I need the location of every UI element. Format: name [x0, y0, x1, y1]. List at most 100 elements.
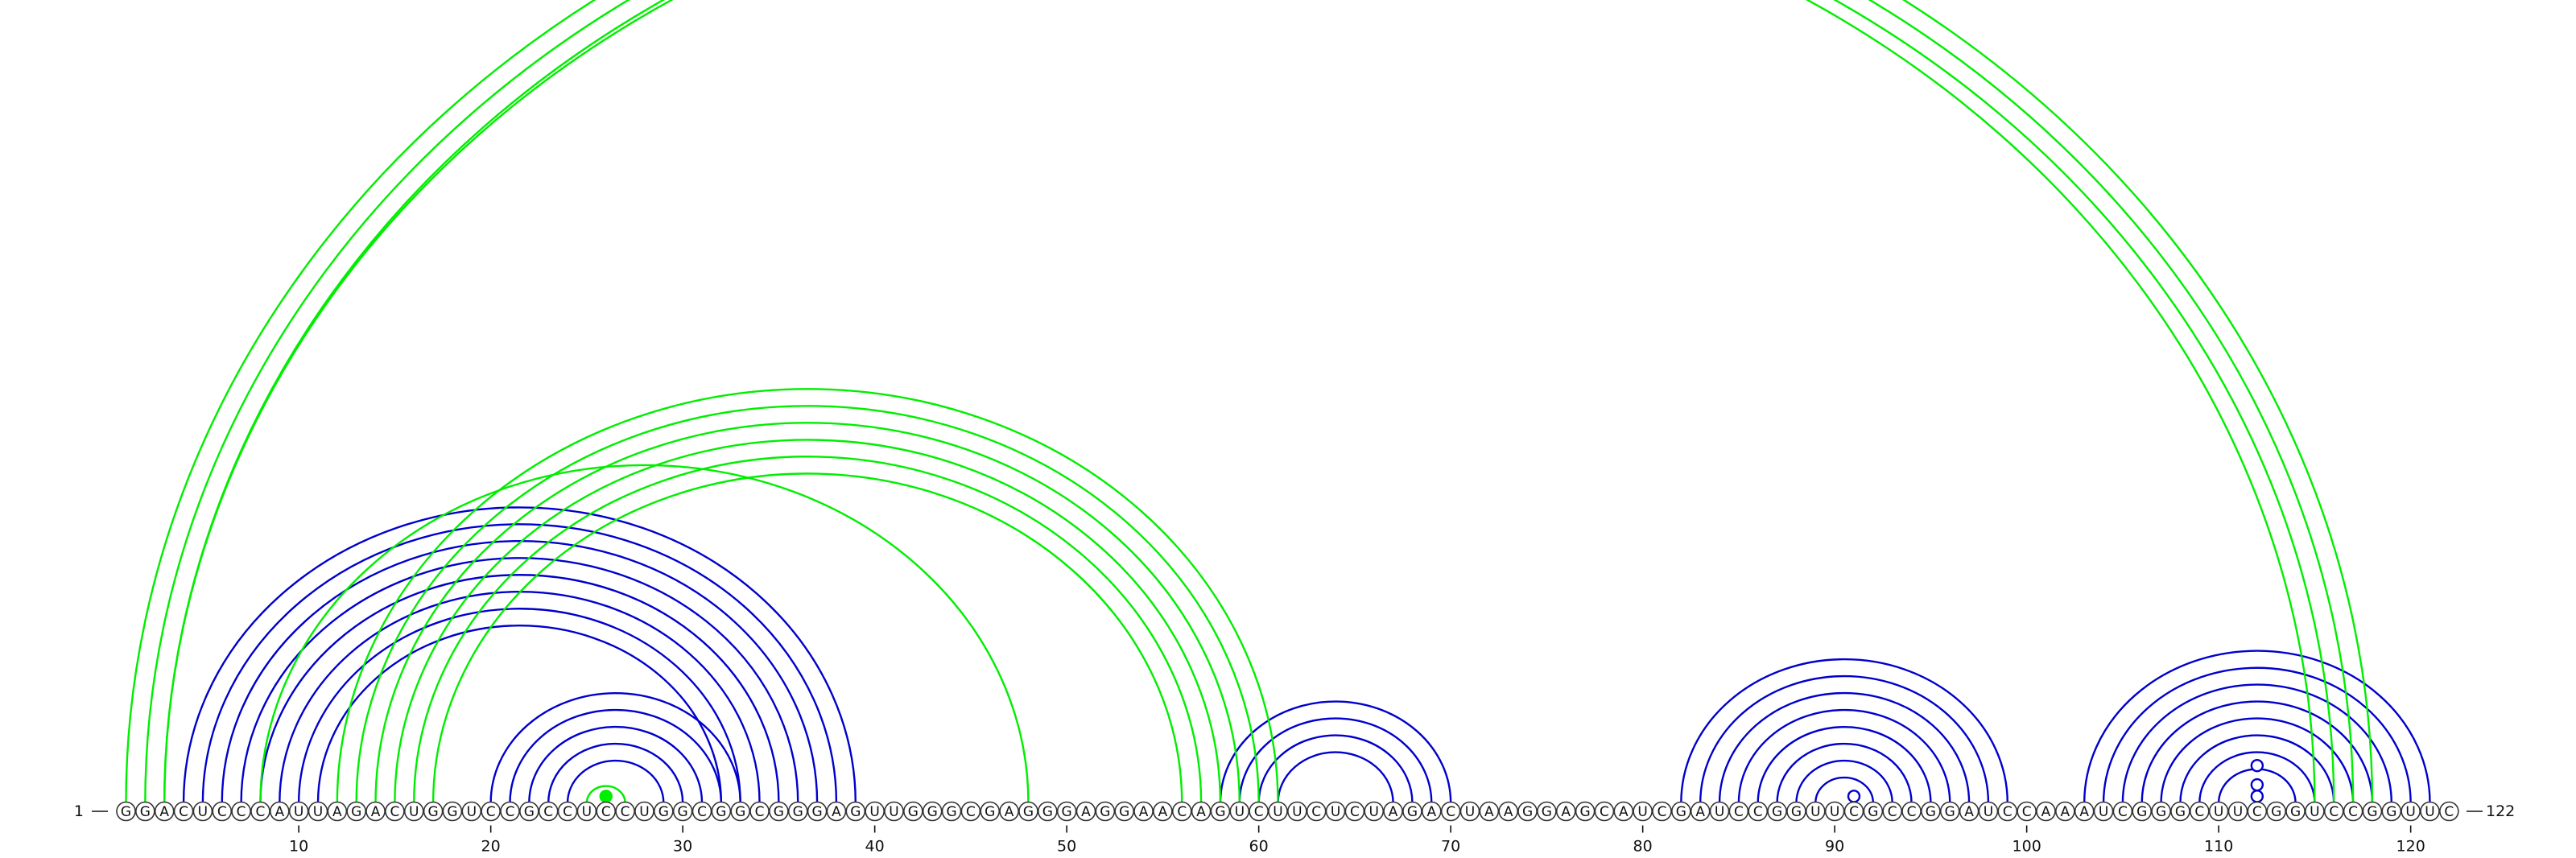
nucleotide-circle-83 [1690, 801, 1711, 822]
nucleotide-circle-15 [385, 801, 405, 822]
nucleotide-122: C [2444, 804, 2454, 820]
nucleotide-19: U [467, 804, 477, 820]
nucleotide-95: G [1926, 804, 1936, 820]
nucleotide-46: G [985, 804, 995, 820]
nucleotide-13: G [351, 804, 361, 820]
nucleotide-circle-72 [1479, 801, 1500, 822]
nucleotide-circle-14 [365, 801, 386, 822]
nucleotide-103: A [2079, 804, 2089, 820]
nucleotide-circle-79 [1613, 801, 1634, 822]
nucleotide-66: U [1369, 804, 1379, 820]
arc-green-13-60 [355, 405, 1260, 803]
loop-marker-26-0 [599, 790, 613, 803]
axis-tick-label-80: 80 [1633, 838, 1653, 856]
nucleotide-119: G [2386, 804, 2396, 820]
nucleotide-77: G [1580, 804, 1591, 820]
arc-blue-83-98 [1699, 674, 1990, 803]
nucleotide-circle-73 [1498, 801, 1518, 822]
nucleotide-circle-53 [1114, 801, 1134, 822]
nucleotide-circle-1 [116, 801, 136, 822]
nucleotide-circle-86 [1748, 801, 1769, 822]
nucleotide-7: C [237, 804, 246, 820]
nucleotide-51: A [1081, 804, 1091, 820]
nucleotide-92: G [1868, 804, 1878, 820]
arc-blue-105-119 [2121, 683, 2392, 803]
nucleotide-104: U [2099, 804, 2108, 820]
nucleotide-75: G [1542, 804, 1552, 820]
arc-blue-7-36 [240, 557, 799, 803]
nucleotide-11: U [313, 804, 323, 820]
nucleotide-8: C [256, 804, 266, 820]
nucleotide-22: G [524, 804, 535, 820]
nucleotide-circle-113 [2266, 801, 2286, 822]
nucleotide-circle-78 [1594, 801, 1615, 822]
nucleotide-circle-9 [269, 801, 290, 822]
nucleotide-110: U [2214, 804, 2223, 820]
nucleotide-17: G [428, 804, 439, 820]
nucleotide-circle-67 [1383, 801, 1403, 822]
nucleotide-117: C [2348, 804, 2358, 820]
nucleotide-28: U [639, 804, 649, 820]
nucleotide-circle-115 [2305, 801, 2325, 822]
nucleotide-circle-35 [769, 801, 789, 822]
nucleotide-32: G [716, 804, 726, 820]
nucleotide-71: U [1465, 804, 1475, 820]
nucleotide-circle-105 [2112, 801, 2133, 822]
nucleotide-44: G [946, 804, 956, 820]
axis-tick-label-120: 120 [2396, 838, 2425, 856]
nucleotide-circle-46 [980, 801, 1001, 822]
nucleotide-10: U [294, 804, 303, 820]
nucleotide-circle-21 [500, 801, 520, 822]
nucleotide-109: C [2194, 804, 2204, 820]
nucleotide-114: G [2290, 804, 2301, 820]
nucleotide-circle-42 [903, 801, 923, 822]
arc-blue-60-68 [1257, 734, 1414, 803]
nucleotide-circle-60 [1249, 801, 1269, 822]
nucleotide-circle-114 [2285, 801, 2306, 822]
nucleotide-107: G [2156, 804, 2166, 820]
nucleotide-circle-120 [2401, 801, 2421, 822]
nucleotide-25: U [582, 804, 592, 820]
nucleotide-circle-75 [1537, 801, 1557, 822]
nucleotide-circle-36 [787, 801, 808, 822]
nucleotide-circle-61 [1268, 801, 1288, 822]
nucleotide-33: G [735, 804, 745, 820]
nucleotide-circle-112 [2247, 801, 2268, 822]
nucleotide-circle-118 [2362, 801, 2383, 822]
nucleotide-circle-109 [2190, 801, 2210, 822]
nucleotide-30: G [678, 804, 688, 820]
arc-green-17-56 [431, 472, 1183, 803]
nucleotide-circle-74 [1517, 801, 1538, 822]
nucleotide-27: C [621, 804, 630, 820]
arc-blue-108-116 [2179, 734, 2335, 803]
nucleotide-113: G [2271, 804, 2281, 820]
nucleotide-circle-5 [192, 801, 213, 822]
nucleotide-67: A [1389, 804, 1398, 820]
nucleotide-36: G [793, 804, 803, 820]
nucleotide-circle-64 [1325, 801, 1346, 822]
nucleotide-circle-85 [1728, 801, 1749, 822]
nucleotide-60: C [1254, 804, 1264, 820]
nucleotide-circle-96 [1939, 801, 1960, 822]
nucleotide-circle-107 [2151, 801, 2171, 822]
nucleotide-18: G [447, 804, 457, 820]
nucleotide-5: U [198, 804, 208, 820]
nucleotide-circle-26 [596, 801, 617, 822]
nucleotide-circle-121 [2420, 801, 2440, 822]
loop-markers [599, 758, 2264, 803]
nucleotide-circle-66 [1364, 801, 1385, 822]
nucleotide-112: C [2252, 804, 2262, 820]
nucleotide-circle-69 [1422, 801, 1442, 822]
nucleotide-circle-23 [538, 801, 559, 822]
nucleotide-9: A [275, 804, 284, 820]
arc-blue-5-38 [201, 523, 838, 803]
nucleotide-70: C [1446, 804, 1455, 820]
nucleotide-circle-48 [1018, 801, 1038, 822]
loop-marker-112-4 [2250, 758, 2264, 773]
nucleotide-69: A [1426, 804, 1436, 820]
nucleotide-89: U [1810, 804, 1820, 820]
nucleotide-circle-17 [423, 801, 444, 822]
nucleotide-98: U [1984, 804, 1993, 820]
